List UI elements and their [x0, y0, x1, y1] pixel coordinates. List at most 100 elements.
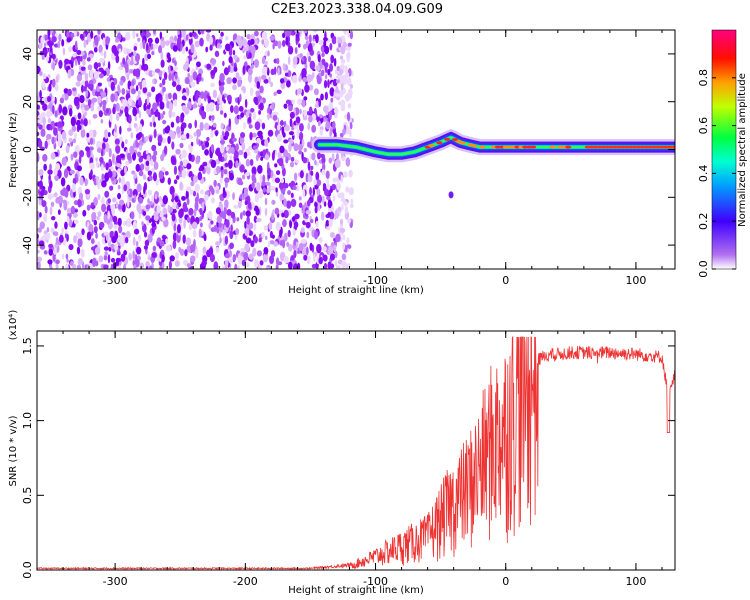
noise-speckle: [172, 240, 177, 250]
noise-speckle: [251, 181, 255, 189]
noise-speckle: [153, 150, 158, 156]
noise-speckle: [279, 78, 285, 84]
noise-speckle: [339, 192, 345, 199]
noise-speckle: [61, 39, 65, 47]
noise-speckle: [101, 203, 107, 213]
noise-speckle: [308, 115, 313, 123]
noise-speckle: [142, 57, 145, 67]
noise-speckle: [224, 177, 230, 183]
noise-speckle: [194, 183, 200, 192]
noise-speckle: [136, 108, 140, 114]
noise-speckle: [37, 227, 42, 233]
noise-speckle: [153, 128, 157, 139]
spectrogram-y-label: Frequency (Hz): [8, 112, 19, 188]
noise-speckle: [163, 145, 168, 155]
noise-speckle: [312, 34, 316, 40]
chart-title: C2E3.2023.338.04.09.G09: [270, 2, 444, 17]
noise-speckle: [135, 138, 138, 148]
noise-speckle: [94, 90, 101, 97]
noise-speckle: [304, 34, 309, 41]
noise-speckle: [88, 146, 94, 151]
noise-speckle: [314, 206, 318, 214]
noise-speckle: [267, 240, 271, 247]
noise-speckle: [316, 243, 322, 254]
spectrogram-x-ticks: -300 -200 -100 0 100: [36, 30, 663, 287]
noise-speckle: [77, 257, 83, 265]
noise-speckle: [127, 152, 132, 161]
noise-speckle: [278, 157, 284, 167]
noise-speckle: [94, 36, 98, 46]
noise-speckle: [152, 172, 157, 182]
noise-speckle: [128, 252, 133, 261]
noise-speckle: [215, 207, 221, 215]
noise-speckle: [162, 86, 166, 92]
noise-speckle: [182, 63, 189, 71]
noise-speckle: [52, 53, 56, 60]
noise-speckle: [305, 209, 312, 215]
noise-speckle: [263, 246, 269, 255]
noise-speckle: [180, 115, 184, 123]
noise-speckle: [191, 221, 198, 230]
noise-speckle: [120, 176, 126, 187]
noise-speckle: [218, 231, 222, 238]
noise-speckle: [143, 103, 147, 112]
noise-speckle: [152, 115, 156, 124]
noise-speckle: [183, 259, 189, 267]
noise-speckle: [301, 99, 306, 108]
noise-speckle: [167, 204, 171, 212]
noise-speckle: [277, 40, 282, 49]
noise-speckle: [275, 221, 281, 231]
noise-speckle: [76, 49, 82, 55]
noise-speckle: [142, 39, 146, 50]
noise-speckle: [93, 219, 98, 226]
noise-speckle: [289, 161, 295, 168]
noise-speckle: [308, 106, 313, 115]
noise-speckle: [101, 173, 105, 181]
noise-speckle: [81, 228, 85, 236]
noise-speckle: [135, 133, 142, 140]
noise-speckle: [232, 84, 237, 91]
noise-speckle: [156, 237, 162, 243]
noise-speckle: [208, 102, 215, 108]
noise-speckle: [228, 56, 233, 64]
noise-speckle: [245, 262, 250, 268]
noise-speckle: [247, 238, 251, 244]
noise-speckle: [174, 195, 179, 203]
noise-speckle: [171, 73, 175, 82]
noise-speckle: [339, 64, 345, 70]
noise-speckle: [216, 165, 221, 174]
noise-speckle: [43, 213, 48, 222]
noise-speckle: [295, 159, 299, 164]
noise-speckle: [205, 103, 211, 113]
noise-speckle: [308, 34, 312, 44]
noise-speckle: [290, 156, 295, 162]
noise-speckle: [224, 35, 229, 41]
noise-speckle: [289, 111, 295, 119]
noise-speckle: [68, 129, 74, 136]
noise-speckle: [347, 103, 352, 109]
noise-speckle: [47, 74, 51, 79]
noise-speckle: [341, 253, 347, 261]
noise-speckle: [259, 85, 264, 94]
noise-speckle: [266, 67, 270, 76]
noise-speckle: [151, 144, 157, 152]
noise-speckle: [276, 133, 283, 142]
noise-speckle: [112, 106, 116, 115]
noise-speckle: [162, 119, 167, 125]
noise-speckle: [315, 100, 319, 108]
noise-speckle: [115, 30, 121, 33]
noise-speckle: [182, 234, 186, 244]
noise-speckle: [290, 30, 296, 36]
x-tick-label: 0: [502, 274, 509, 287]
noise-speckle: [198, 197, 205, 203]
noise-speckle: [250, 108, 255, 113]
noise-speckle: [113, 224, 118, 229]
noise-speckle: [110, 257, 116, 263]
noise-speckle: [49, 264, 53, 269]
noise-speckle: [153, 161, 159, 170]
noise-speckle: [344, 205, 348, 215]
noise-speckle: [215, 149, 219, 156]
track-peak: [436, 141, 443, 145]
noise-speckle: [70, 205, 76, 215]
snr-y-label: SNR (10 * v/v): [8, 415, 19, 486]
